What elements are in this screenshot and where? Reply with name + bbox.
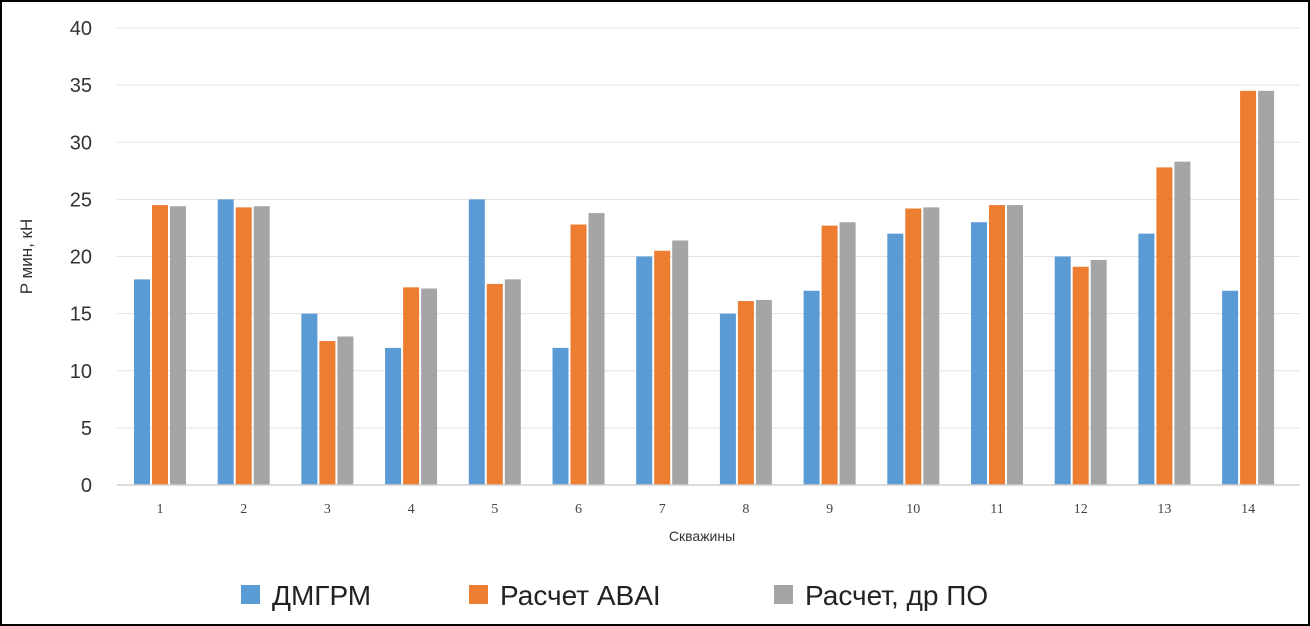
bar-2 bbox=[486, 283, 503, 485]
bar-1 bbox=[719, 313, 736, 485]
bar-3 bbox=[253, 206, 270, 486]
y-tick-label: 0 bbox=[81, 475, 92, 497]
bar-2 bbox=[821, 225, 838, 485]
y-axis-ticks: 0 5 10 15 20 25 30 35 40 bbox=[70, 18, 92, 497]
y-tick-label: 25 bbox=[70, 189, 92, 211]
bars bbox=[134, 90, 1275, 486]
legend: ДМГРМ Расчет ABAI Расчет, др ПО bbox=[241, 580, 988, 611]
bar-3 bbox=[337, 336, 354, 485]
y-tick-label: 30 bbox=[70, 132, 92, 154]
bar-1 bbox=[971, 222, 987, 485]
bar-1 bbox=[803, 290, 820, 485]
x-tick-label: 5 bbox=[491, 502, 498, 517]
y-tick-label: 35 bbox=[70, 75, 92, 97]
bar-3 bbox=[1258, 90, 1275, 486]
bar-1 bbox=[385, 347, 402, 485]
bar-3 bbox=[170, 206, 186, 486]
bar-1 bbox=[1054, 256, 1071, 485]
x-axis-label: Скважины bbox=[669, 528, 735, 544]
x-tick-label: 8 bbox=[742, 502, 749, 517]
x-tick-label: 10 bbox=[906, 502, 920, 517]
bar-3 bbox=[1007, 205, 1023, 485]
x-tick-label: 14 bbox=[1241, 502, 1255, 517]
bar-1 bbox=[217, 199, 234, 485]
bar-2 bbox=[1072, 266, 1089, 485]
bar-2 bbox=[654, 250, 671, 485]
bar-2 bbox=[905, 208, 922, 485]
x-tick-label: 11 bbox=[990, 502, 1003, 517]
bar-3 bbox=[1090, 259, 1107, 485]
legend-swatch-3 bbox=[774, 585, 793, 604]
bar-2 bbox=[152, 205, 168, 485]
legend-label-1: ДМГРМ bbox=[272, 580, 371, 611]
y-axis-label: P мин, кН bbox=[17, 219, 36, 295]
bar-3 bbox=[755, 299, 772, 485]
bar-3 bbox=[421, 288, 438, 485]
x-tick-label: 2 bbox=[240, 502, 247, 517]
bar-2 bbox=[737, 301, 754, 485]
y-tick-label: 20 bbox=[70, 247, 92, 269]
bar-2 bbox=[319, 341, 336, 485]
bar-3 bbox=[588, 213, 605, 485]
x-tick-label: 1 bbox=[157, 502, 164, 517]
x-tick-label: 13 bbox=[1157, 502, 1171, 517]
bar-2 bbox=[1156, 167, 1173, 485]
bar-1 bbox=[468, 199, 485, 485]
y-tick-label: 40 bbox=[70, 18, 92, 40]
bar-2 bbox=[235, 207, 252, 485]
x-tick-label: 6 bbox=[575, 502, 582, 517]
bar-1 bbox=[1222, 290, 1239, 485]
gridlines bbox=[117, 27, 1300, 429]
bar-3 bbox=[923, 207, 940, 485]
legend-label-3: Расчет, др ПО bbox=[805, 580, 988, 611]
y-tick-label: 15 bbox=[70, 304, 92, 326]
x-tick-label: 12 bbox=[1074, 502, 1088, 517]
bar-1 bbox=[301, 313, 318, 485]
bar-3 bbox=[1174, 161, 1191, 486]
legend-swatch-1 bbox=[241, 585, 260, 604]
bar-2 bbox=[1240, 90, 1257, 486]
bar-1 bbox=[887, 233, 904, 485]
bar-3 bbox=[672, 240, 689, 485]
bar-2 bbox=[403, 287, 420, 485]
y-tick-label: 5 bbox=[81, 418, 92, 440]
bar-1 bbox=[552, 347, 569, 485]
x-tick-label: 3 bbox=[324, 502, 331, 517]
x-axis-ticks: 1 2 3 4 5 6 7 8 9 10 11 12 13 14 bbox=[157, 502, 1256, 517]
bar-1 bbox=[134, 279, 150, 485]
legend-swatch-2 bbox=[469, 585, 488, 604]
x-tick-label: 4 bbox=[408, 502, 415, 517]
y-tick-label: 10 bbox=[70, 361, 92, 383]
bar-3 bbox=[504, 279, 521, 485]
bar-1 bbox=[636, 256, 653, 485]
bar-3 bbox=[839, 222, 856, 485]
bar-2 bbox=[570, 224, 587, 485]
bar-1 bbox=[1138, 233, 1155, 485]
x-tick-label: 9 bbox=[826, 502, 833, 517]
bar-2 bbox=[989, 205, 1005, 485]
legend-label-2: Расчет ABAI bbox=[500, 580, 661, 611]
x-tick-label: 7 bbox=[659, 502, 666, 517]
